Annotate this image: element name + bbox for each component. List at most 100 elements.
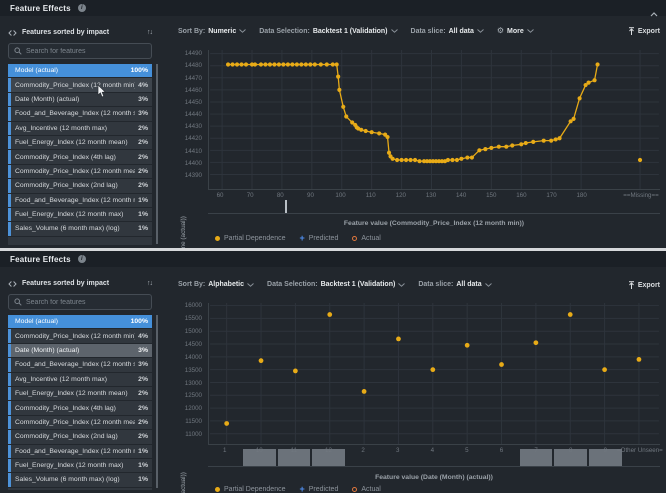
y-tick-label: 11000 <box>185 431 202 439</box>
panel-divider <box>0 248 666 251</box>
more-dropdown[interactable]: ⚙ More <box>497 27 534 35</box>
feature-impact: 2% <box>138 124 148 132</box>
feature-row[interactable]: Commodity_Price_Index (12 month min) 4% <box>8 78 152 92</box>
feature-sidebar: Features sorted by impact ↑↓ Model (actu… <box>8 24 158 246</box>
legend-item-circle: Actual <box>352 486 381 493</box>
feature-row[interactable]: Date (Month) (actual) 3% <box>8 343 152 358</box>
sort-order-icons[interactable]: ↑↓ <box>147 280 153 287</box>
feature-label: Commodity_Price_Index (12 month min) <box>15 332 136 340</box>
collapse-panel-icon[interactable] <box>650 4 658 22</box>
gear-icon: ⚙ <box>496 26 505 35</box>
data-selection-dropdown[interactable]: Data Selection: Backtest 1 (Validation) <box>267 281 406 288</box>
feature-row[interactable]: Food_and_Beverage_Index (12 month mean)1… <box>8 193 152 207</box>
partial-dependence-line-chart[interactable] <box>208 50 660 190</box>
chevron-down-icon <box>239 29 247 33</box>
export-icon <box>628 27 634 35</box>
legend-label: Predicted <box>308 486 339 493</box>
feature-impact: 2% <box>138 139 148 147</box>
x-tick-label: 9 <box>603 447 608 454</box>
data-selection-dropdown[interactable]: Data Selection: Backtest 1 (Validation) <box>259 28 398 35</box>
export-button[interactable]: Export <box>628 281 660 289</box>
feature-sidebar: Features sorted by impact ↑↓ Model (actu… <box>8 275 158 490</box>
feature-row[interactable]: Commodity_Price_Index (2nd lag) 2% <box>8 179 152 193</box>
x-tick-label: 70 <box>246 192 254 199</box>
chart-legend: Partial Dependence + Predicted Actual <box>215 485 381 493</box>
sidebar-scrollbar[interactable] <box>156 64 158 244</box>
y-tick-label: 12500 <box>184 392 202 400</box>
page-title: Feature Effects <box>10 254 71 264</box>
search-input[interactable] <box>26 298 146 306</box>
page-title: Feature Effects <box>10 3 71 13</box>
feature-row[interactable]: Fuel_Energy_Index (12 month max) 1% <box>8 207 152 222</box>
info-icon[interactable]: i <box>77 4 86 12</box>
sidebar-scrollbar[interactable] <box>156 315 158 488</box>
data-slice-dropdown[interactable]: Data slice: All data <box>418 281 492 288</box>
feature-impact: 4% <box>138 81 148 89</box>
mouse-cursor <box>97 84 107 103</box>
feature-value-histogram[interactable] <box>208 200 660 214</box>
feature-row[interactable]: Sales_Volume (6 month max) (log) 1% <box>8 473 152 487</box>
feature-search-box[interactable] <box>8 43 152 59</box>
feature-impact: 1% <box>138 225 148 233</box>
impact-bar <box>8 92 11 107</box>
impact-bar <box>8 329 11 343</box>
x-tick-label: 10 <box>255 447 263 454</box>
feature-row[interactable]: Commodity_Price_Index (4th lag) 2% <box>8 401 152 415</box>
feature-label: Food_and_Beverage_Index (12 month mean) <box>15 196 135 204</box>
y-tick-label: 15000 <box>184 327 202 335</box>
info-icon[interactable]: i <box>77 255 86 263</box>
feature-row[interactable]: Commodity_Price_Index (12 month mean) 2% <box>8 415 152 430</box>
sort-by-dropdown[interactable]: Sort By: Numeric <box>178 28 247 35</box>
impact-bar <box>8 372 11 386</box>
sidebar-title: Features sorted by impact <box>22 280 110 287</box>
feature-row[interactable]: Fuel_Energy_Index (12 month mean) 2% <box>8 135 152 150</box>
feature-row[interactable]: Food_and_Beverage_Index (12 month std) 3% <box>8 358 152 372</box>
feature-row[interactable]: Avg_Incentive (12 month max) 2% <box>8 372 152 386</box>
collapse-sidebar-icon[interactable] <box>8 275 17 293</box>
x-tick-label: 80 <box>276 192 284 199</box>
feature-search-box[interactable] <box>8 294 152 310</box>
feature-row[interactable]: Sales_Volume (6 month max) (log) 1% <box>8 222 152 236</box>
sort-by-dropdown[interactable]: Sort By: Alphabetic <box>178 281 254 288</box>
feature-row[interactable]: Commodity_Price_Index (12 month mean) 2% <box>8 164 152 179</box>
feature-value-histogram[interactable] <box>208 449 660 467</box>
impact-bar <box>8 401 11 415</box>
actual-marker-icon <box>352 487 358 492</box>
feature-impact: 3% <box>138 95 148 103</box>
export-icon <box>628 281 634 289</box>
feature-label: Fuel_Energy_Index (12 month max) <box>15 211 124 219</box>
feature-row[interactable]: Model (actual) 100% <box>8 315 152 329</box>
sort-order-icons[interactable]: ↑↓ <box>147 29 153 36</box>
panel-header: Feature Effects i <box>0 251 666 267</box>
feature-row[interactable]: Avg_Incentive (12 month max) 2% <box>8 121 152 135</box>
feature-row[interactable]: Date (Month) (actual) 3% <box>8 92 152 107</box>
x-tick-label: 11 <box>290 447 298 454</box>
feature-row[interactable]: Fuel_Energy_Index (12 month mean) 2% <box>8 386 152 401</box>
search-input[interactable] <box>26 47 146 55</box>
feature-impact: 2% <box>138 404 148 412</box>
data-slice-dropdown[interactable]: Data slice: All data <box>411 28 484 35</box>
feature-impact: 2% <box>138 375 148 383</box>
y-tick-label: 14430 <box>184 123 202 131</box>
collapse-sidebar-icon[interactable] <box>8 24 17 42</box>
feature-row[interactable]: Commodity_Price_Index (12 month min) 4% <box>8 329 152 343</box>
feature-row[interactable]: Commodity_Price_Index (2nd lag) 2% <box>8 430 152 444</box>
feature-row[interactable]: Food_and_Beverage_Index (12 month mean)1… <box>8 444 152 458</box>
impact-bar <box>8 415 11 430</box>
x-tick-label: 180 <box>576 192 587 199</box>
partial-dependence-scatter-chart[interactable] <box>208 303 660 445</box>
x-tick-label: 1 <box>222 447 227 454</box>
legend-label: Predicted <box>308 235 339 242</box>
feature-row[interactable]: Commodity_Price_Index (4th lag) 2% <box>8 150 152 164</box>
impact-bar <box>8 121 11 135</box>
x-tick-label: 90 <box>307 192 314 199</box>
feature-label: Commodity_Price_Index (4th lag) <box>15 153 116 161</box>
y-tick-label: 14460 <box>184 86 202 94</box>
feature-row[interactable]: Food_and_Beverage_Index (12 month std) 3% <box>8 107 152 121</box>
feature-row[interactable]: Fuel_Energy_Index (12 month max) 1% <box>8 458 152 473</box>
x-tick-label: 6 <box>499 447 504 454</box>
x-tick-label: 5 <box>465 447 469 454</box>
feature-effects-panel-bottom: Feature Effects i Features sorted by imp… <box>0 251 666 493</box>
feature-row[interactable]: Model (actual) 100% <box>8 64 152 78</box>
export-button[interactable]: Export <box>628 27 660 35</box>
